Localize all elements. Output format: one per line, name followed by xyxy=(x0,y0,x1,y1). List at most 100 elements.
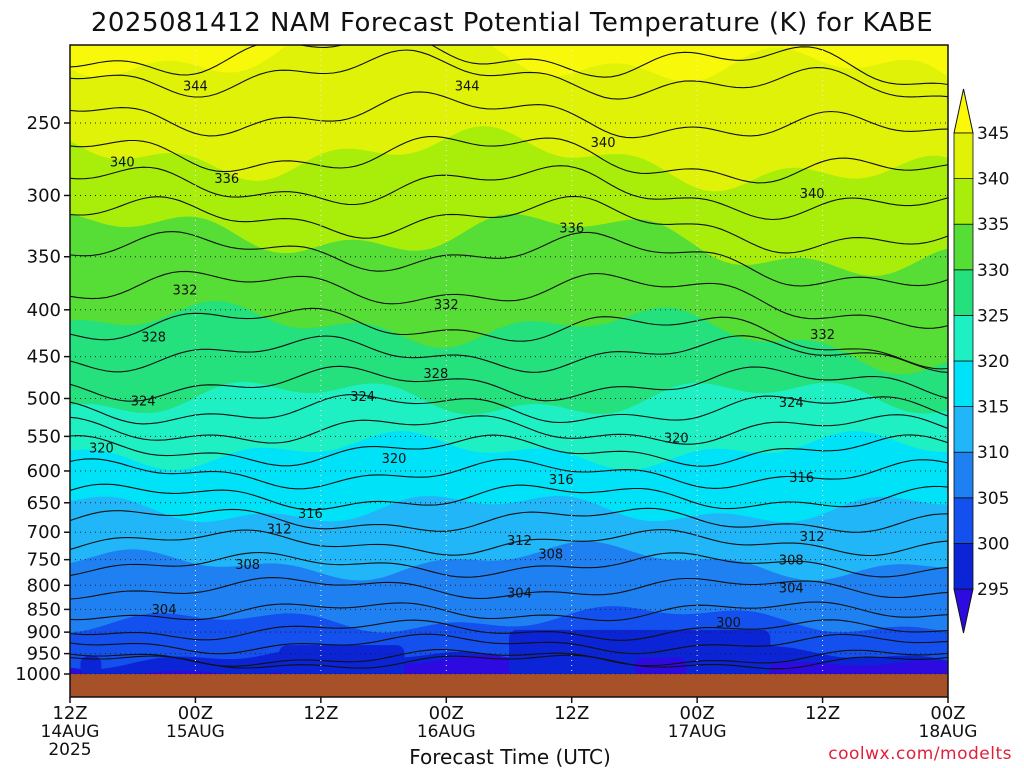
y-tick-label: 450 xyxy=(27,347,61,368)
contour-line-314 xyxy=(70,507,948,533)
contour-line-334 xyxy=(70,231,948,287)
y-tick-label: 950 xyxy=(27,644,61,665)
colorbar-label: 295 xyxy=(977,580,1009,600)
contour-label: 316 xyxy=(549,473,574,488)
x-tick-label: 12Z xyxy=(52,703,87,724)
contour-line-342 xyxy=(70,91,948,139)
contour-value-labels: 344 344 340 340 340 336 336 332 332 332 328 328 324 3… xyxy=(89,79,835,631)
contour-line-306 xyxy=(70,601,948,622)
contour-line-304 xyxy=(70,619,948,641)
y-tick-label: 300 xyxy=(27,185,61,206)
x-tick-label: 12Z xyxy=(554,703,589,724)
y-tick-label: 500 xyxy=(27,389,61,410)
x-tick-label: 00Z xyxy=(680,703,715,724)
x-tick-date: 17AUG xyxy=(668,722,727,742)
plot-frame xyxy=(69,44,949,698)
contour-label: 324 xyxy=(350,390,375,405)
contour-label: 328 xyxy=(423,367,448,382)
contour-line-300 xyxy=(70,649,948,667)
colorbar-label: 305 xyxy=(977,489,1009,509)
contour-label: 340 xyxy=(110,155,135,170)
contour-line-318 xyxy=(70,458,948,490)
colorbar-segment xyxy=(953,497,974,544)
colorbar-label: 325 xyxy=(977,306,1009,326)
contour-label: 344 xyxy=(455,79,480,94)
x-tick-date: 18AUG xyxy=(919,722,978,742)
contour-line-326 xyxy=(70,365,948,402)
colorbar-label: 340 xyxy=(977,170,1009,190)
contour-line-338 xyxy=(70,165,948,221)
colorbar-segment xyxy=(953,314,974,362)
x-tick-label: 12Z xyxy=(303,703,338,724)
y-tick-label: 800 xyxy=(27,575,61,596)
colorbar-label: 310 xyxy=(977,443,1009,463)
contour-line-336 xyxy=(70,195,948,254)
contour-line-312 xyxy=(70,529,948,557)
colorbar-label: 300 xyxy=(977,534,1009,554)
x-tick-label: 00Z xyxy=(178,703,213,724)
colorbar-min-arrow xyxy=(953,588,974,634)
contour-label: 320 xyxy=(382,452,407,467)
colorbar-segment xyxy=(953,223,974,271)
x-tick-date: 16AUG xyxy=(417,722,476,742)
contour-label: 300 xyxy=(716,616,741,631)
colorbar-label: 315 xyxy=(977,398,1009,418)
y-tick-label: 850 xyxy=(27,599,61,620)
colorbar-label: 335 xyxy=(977,215,1009,235)
x-tick-date: 14AUG xyxy=(41,722,100,742)
contour-label: 332 xyxy=(434,298,459,313)
contour-label: 316 xyxy=(789,471,814,486)
contour-label: 304 xyxy=(152,603,177,618)
ground-below-surface xyxy=(70,674,948,697)
contour-label: 340 xyxy=(800,187,825,202)
y-tick-label: 400 xyxy=(27,300,61,321)
contour-label: 324 xyxy=(779,396,804,411)
contour-label: 312 xyxy=(800,530,825,545)
contour-line-302 xyxy=(70,633,948,655)
contour-line-316 xyxy=(70,483,948,511)
x-tick-label: 00Z xyxy=(429,703,464,724)
colorbar-label: 330 xyxy=(977,261,1009,281)
x-axis-label: Forecast Time (UTC) xyxy=(409,745,611,768)
contour-line-346 xyxy=(70,45,948,86)
contour-label: 316 xyxy=(298,507,323,522)
y-tick-label: 600 xyxy=(27,461,61,482)
contour-line-328 xyxy=(70,335,948,373)
colorbar: 295 300 305 310 315 320 325 330 335 340 345 xyxy=(953,88,1009,634)
contour-label: 312 xyxy=(507,534,532,549)
chart-title: 2025081412 NAM Forecast Potential Temper… xyxy=(91,8,933,38)
colorbar-segment xyxy=(953,543,974,590)
colorbar-label: 345 xyxy=(977,124,1009,144)
contour-label: 312 xyxy=(267,522,292,537)
y-tick-label: 1000 xyxy=(15,664,61,685)
contour-label: 332 xyxy=(810,328,835,343)
y-tick-label: 550 xyxy=(27,426,61,447)
colorbar-segment xyxy=(953,132,974,179)
y-tick-label: 350 xyxy=(27,247,61,268)
site-credit: coolwx.com/modelts xyxy=(828,744,1012,764)
x-tick-date: 15AUG xyxy=(166,722,225,742)
colorbar-segment xyxy=(953,406,974,453)
cold-pool xyxy=(80,655,102,676)
contour-line-324 xyxy=(70,394,948,425)
x-tick-year: 2025 xyxy=(48,740,91,760)
y-tick-label: 250 xyxy=(27,113,61,134)
contour-line-332 xyxy=(70,270,948,329)
contour-label: 320 xyxy=(89,441,114,456)
contour-label: 308 xyxy=(235,558,260,573)
contour-label: 308 xyxy=(779,554,804,569)
y-tick-label: 700 xyxy=(27,522,61,543)
plot-area: 344 344 340 340 340 336 336 332 332 332 328 328 324 3… xyxy=(70,45,948,697)
colorbar-segment xyxy=(953,269,974,316)
contour-line-330 xyxy=(70,307,948,370)
contour-label: 320 xyxy=(664,432,689,447)
colorbar-segment xyxy=(953,360,974,407)
contour-lines xyxy=(70,45,948,670)
contour-label: 336 xyxy=(559,222,584,237)
contour-label: 344 xyxy=(183,79,208,94)
contour-label: 336 xyxy=(214,172,239,187)
y-tick-label: 900 xyxy=(27,622,61,643)
contour-label: 328 xyxy=(141,331,166,346)
